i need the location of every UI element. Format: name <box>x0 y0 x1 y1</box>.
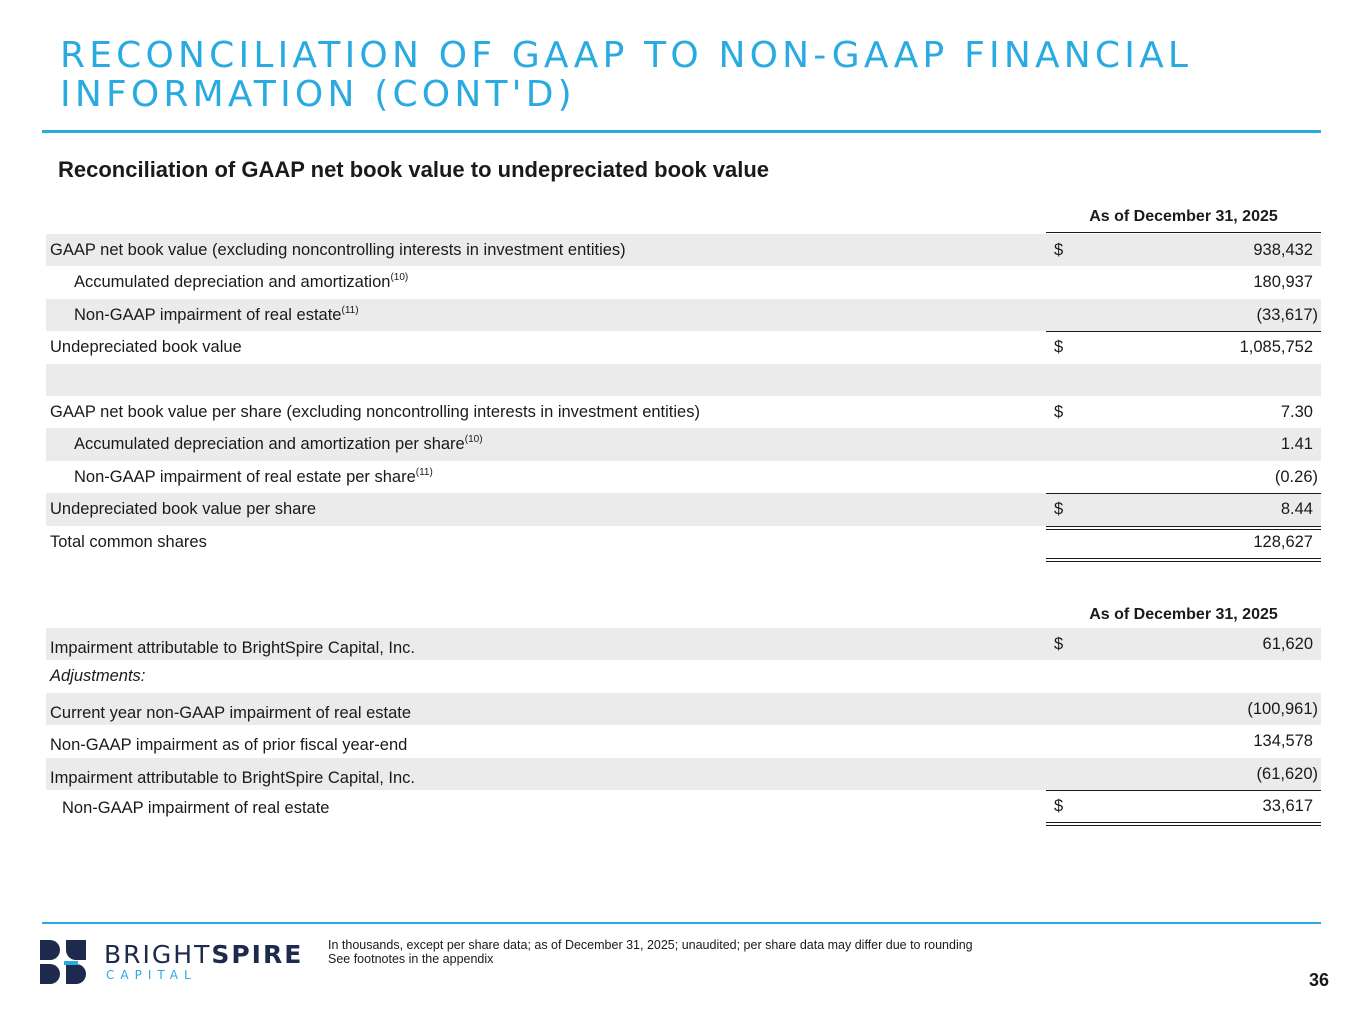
row-label: GAAP net book value (excluding noncontro… <box>50 241 626 259</box>
footer-note-line: See footnotes in the appendix <box>328 952 494 966</box>
row-label: GAAP net book value per share (excluding… <box>50 402 700 421</box>
table-row-spacer <box>46 363 1321 396</box>
table-row: Accumulated depreciation and amortizatio… <box>46 428 1321 461</box>
row-value: 134,578 <box>1253 732 1313 751</box>
table-row: Accumulated depreciation and amortizatio… <box>46 266 1321 298</box>
table-row: Undepreciated book value per share $ 8.4… <box>46 493 1321 530</box>
row-label: Impairment attributable to BrightSpire C… <box>50 768 416 787</box>
table-row: Total common shares 128,627 <box>46 526 1321 562</box>
section-subtitle: Reconciliation of GAAP net book value to… <box>58 157 770 182</box>
row-label: Accumulated depreciation and amortizatio… <box>74 434 483 454</box>
footnote-ref: (10) <box>464 434 483 446</box>
brightspire-logo-icon <box>40 940 86 984</box>
row-label: Accumulated depreciation and amortizatio… <box>74 272 409 292</box>
row-value: 8.44 <box>1280 500 1313 519</box>
subtotal-rule <box>1046 331 1321 333</box>
table-row: GAAP net book value (excluding noncontro… <box>46 234 1321 267</box>
row-value: (33,617) <box>1256 305 1318 324</box>
page-number: 36 <box>1308 970 1329 990</box>
table-row: Non-GAAP impairment of real estate(11) (… <box>46 298 1321 332</box>
table-row: Impairment attributable to BrightSpire C… <box>46 757 1321 790</box>
row-value: 1.41 <box>1280 435 1313 454</box>
row-label: Adjustments: <box>50 667 146 686</box>
page-title: RECONCILIATION OF GAAP TO NON-GAAP FINAN… <box>60 35 1193 115</box>
table-row: GAAP net book value per share (excluding… <box>46 396 1321 428</box>
dollar-sign: $ <box>1054 635 1064 653</box>
logo-subtitle: CAPITAL <box>106 968 197 982</box>
row-value: 180,937 <box>1253 273 1313 292</box>
total-double-rule <box>1046 525 1321 530</box>
table-row: Undepreciated book value $ 1,085,752 <box>46 331 1321 368</box>
footer-note: In thousands, except per share data; as … <box>328 938 973 966</box>
dollar-sign: $ <box>1054 500 1064 519</box>
dollar-sign: $ <box>1054 241 1064 259</box>
row-label: Impairment attributable to BrightSpire C… <box>50 639 416 657</box>
footnote-ref: (10) <box>390 272 409 284</box>
row-label: Non-GAAP impairment of real estate(11) <box>74 304 359 324</box>
row-label: Non-GAAP impairment of real estate per s… <box>74 466 433 486</box>
table-header: As of December 31, 2025 <box>46 208 1321 233</box>
footnote-ref: (11) <box>341 304 359 316</box>
row-label: Non-GAAP impairment of real estate <box>62 798 330 817</box>
row-label: Undepreciated book value <box>50 338 242 357</box>
footer-note-line: In thousands, except per share data; as … <box>328 938 973 952</box>
table-header: As of December 31, 2025 <box>46 606 1321 628</box>
subtotal-rule <box>1046 789 1321 791</box>
header-underline <box>1046 232 1321 233</box>
row-label: Non-GAAP impairment as of prior fiscal y… <box>50 736 408 755</box>
total-double-rule <box>1046 822 1321 827</box>
subtotal-rule <box>1046 493 1321 495</box>
dollar-sign: $ <box>1054 402 1064 421</box>
row-value: 128,627 <box>1253 532 1313 551</box>
row-value: 7.30 <box>1280 402 1313 421</box>
row-label: Total common shares <box>50 532 207 551</box>
row-value: 61,620 <box>1262 635 1313 653</box>
table-row: Non-GAAP impairment of real estate per s… <box>46 461 1321 493</box>
row-value: (100,961) <box>1247 699 1318 718</box>
table-row: Impairment attributable to BrightSpire C… <box>46 628 1321 661</box>
row-value: 1,085,752 <box>1239 338 1313 357</box>
row-value: (61,620) <box>1256 764 1318 783</box>
impairment-table: As of December 31, 2025 Impairment attri… <box>46 606 1321 827</box>
table-row: Adjustments: <box>46 660 1321 692</box>
column-header: As of December 31, 2025 <box>1089 606 1278 623</box>
dollar-sign: $ <box>1054 338 1064 357</box>
footnote-ref: (11) <box>415 466 433 478</box>
row-value: 938,432 <box>1253 241 1313 259</box>
title-divider <box>42 130 1321 133</box>
row-value: (0.26) <box>1274 467 1318 486</box>
footer-divider <box>42 922 1321 924</box>
table-row: Non-GAAP impairment of real estate $ 33,… <box>46 789 1321 827</box>
column-header: As of December 31, 2025 <box>1089 208 1278 225</box>
row-value: 33,617 <box>1262 796 1313 815</box>
row-label: Current year non-GAAP impairment of real… <box>50 703 412 722</box>
table-row: Non-GAAP impairment as of prior fiscal y… <box>46 725 1321 757</box>
table-row: Current year non-GAAP impairment of real… <box>46 692 1321 726</box>
book-value-table: As of December 31, 2025 GAAP net book va… <box>46 208 1321 562</box>
dollar-sign: $ <box>1054 796 1064 815</box>
row-label: Undepreciated book value per share <box>50 500 317 519</box>
logo-wordmark: BRIGHTSPIRE <box>104 940 304 969</box>
total-double-rule <box>1046 557 1321 562</box>
